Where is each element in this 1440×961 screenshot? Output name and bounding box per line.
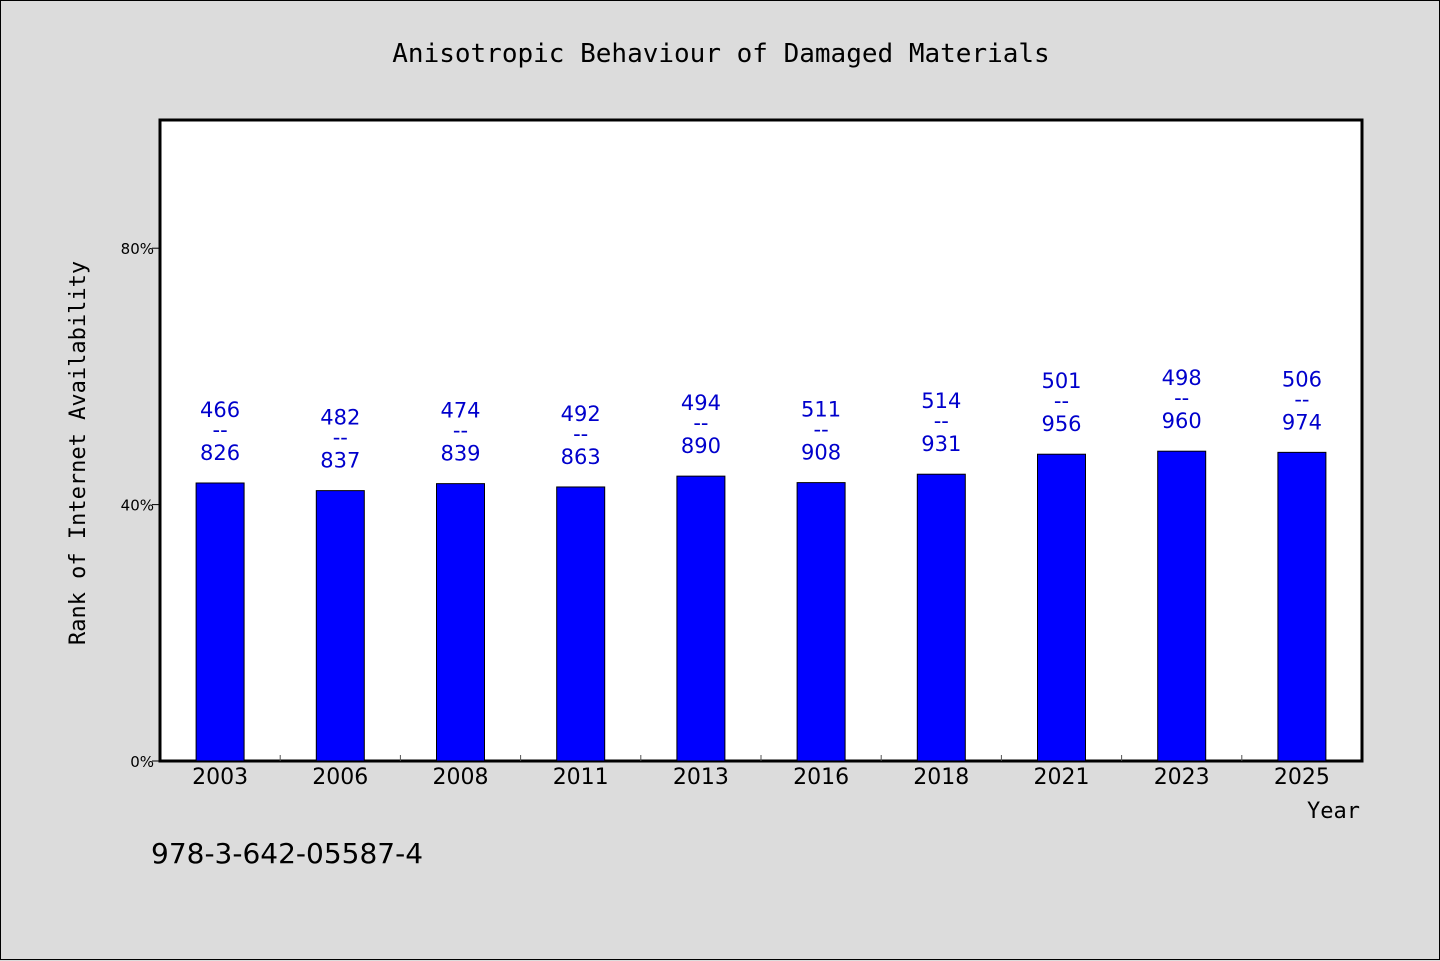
bar — [1157, 450, 1207, 762]
bar-label-top: 501 — [1041, 369, 1081, 393]
isbn-footer: 978-3-642-05587-4 — [151, 837, 423, 870]
bar-series — [195, 450, 1327, 762]
bar-label-bottom: 974 — [1282, 410, 1322, 434]
x-axis-label: Year — [1307, 799, 1360, 824]
bar-label-bottom: 956 — [1041, 412, 1081, 436]
x-tick-label: 2025 — [1274, 765, 1330, 790]
bar-label-separator: -- — [453, 419, 468, 443]
bar-label-top: 492 — [561, 402, 601, 426]
bar-label-bottom: 931 — [921, 432, 961, 456]
bar-label-bottom: 863 — [561, 445, 601, 469]
y-tick-label: 0% — [130, 753, 154, 771]
y-tick-label: 80% — [121, 240, 154, 258]
bar-label-separator: -- — [693, 411, 708, 435]
x-axis-tick-labels: 2003 2006 2008 2011 2013 2016 2018 2021 2023 2025 — [192, 765, 1330, 790]
bar — [315, 490, 365, 762]
bar-label-top: 466 — [200, 398, 240, 422]
bar-label-bottom: 826 — [200, 441, 240, 465]
bar — [195, 482, 245, 762]
bar-label-separator: -- — [1294, 387, 1309, 411]
bar-label-separator: -- — [934, 409, 949, 433]
y-tick-label: 40% — [121, 497, 154, 515]
x-tick-label: 2011 — [553, 765, 609, 790]
bar — [796, 482, 846, 762]
x-tick-label: 2023 — [1154, 765, 1210, 790]
bar — [556, 486, 606, 762]
bar-label-separator: -- — [814, 418, 829, 442]
bar — [676, 475, 726, 762]
bar — [1037, 453, 1086, 762]
x-tick-label: 2008 — [433, 765, 489, 790]
x-tick-label: 2006 — [312, 765, 368, 790]
bar-label-bottom: 837 — [320, 449, 360, 473]
bar-label-bottom: 839 — [440, 442, 480, 466]
bar-label-top: 482 — [320, 406, 360, 430]
bar-label-separator: -- — [1174, 386, 1189, 410]
bar — [916, 473, 966, 762]
x-tick-label: 2003 — [192, 765, 248, 790]
bar-label-separator: -- — [333, 426, 348, 450]
bar-label-bottom: 960 — [1162, 409, 1202, 433]
y-axis-label: Rank of Internet Availability — [66, 261, 91, 645]
chart-title: Anisotropic Behaviour of Damaged Materia… — [392, 39, 1049, 69]
x-tick-label: 2013 — [673, 765, 729, 790]
bar-label-separator: -- — [1054, 389, 1069, 413]
bar-label-bottom: 908 — [801, 441, 841, 465]
bar-label-top: 511 — [801, 398, 841, 422]
bar-label-separator: -- — [573, 422, 588, 446]
y-axis-ticks: 0% 40% 80% — [121, 240, 160, 771]
bar — [1277, 451, 1327, 762]
bar — [436, 483, 485, 762]
x-tick-label: 2016 — [793, 765, 849, 790]
x-tick-label: 2021 — [1034, 765, 1090, 790]
x-axis-ticks — [279, 755, 1243, 761]
bar-label-bottom: 890 — [681, 434, 721, 458]
bar-label-separator: -- — [213, 418, 228, 442]
bar-data-labels: 466--826482--837474--839492--863494--890… — [200, 366, 1322, 472]
bar-label-top: 506 — [1282, 367, 1322, 391]
x-tick-label: 2018 — [913, 765, 969, 790]
bar-label-top: 474 — [440, 399, 480, 423]
bar-label-top: 494 — [681, 391, 721, 415]
bar-label-top: 514 — [921, 389, 961, 413]
bar-label-top: 498 — [1162, 366, 1202, 390]
